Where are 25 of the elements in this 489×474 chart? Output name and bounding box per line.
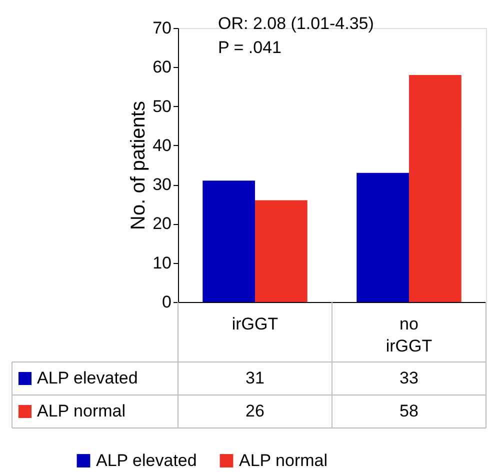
legend-label: ALP normal <box>239 450 328 470</box>
data-label: 26 <box>246 402 264 420</box>
data-label: 31 <box>246 368 264 388</box>
bar <box>356 172 409 302</box>
y-tick-label: 60 <box>152 58 172 77</box>
y-tick-label: 0 <box>162 292 172 312</box>
y-axis-title: No. of patients <box>128 101 150 230</box>
data-label: 33 <box>400 368 418 388</box>
y-tick-label: 50 <box>152 96 172 116</box>
annotation: OR: 2.08 (1.01-4.35) <box>218 14 374 33</box>
y-tick-label: 10 <box>152 253 172 272</box>
annotation: P = .041 <box>218 38 282 57</box>
bar <box>255 200 308 302</box>
x-tick-label: no irGGT <box>386 314 432 356</box>
bar <box>409 74 462 302</box>
data-label: 58 <box>400 402 418 420</box>
text: ALP normal <box>37 402 126 420</box>
y-tick-label: 70 <box>152 18 172 38</box>
x-tick-label: irGGT <box>232 314 278 334</box>
bar <box>202 180 255 302</box>
text: ALP elevated <box>96 450 197 470</box>
y-tick-label: 20 <box>152 214 172 234</box>
y-tick-label: 30 <box>152 175 172 194</box>
legend-label: ALP elevated <box>37 368 138 388</box>
y-tick-label: 40 <box>152 136 172 155</box>
